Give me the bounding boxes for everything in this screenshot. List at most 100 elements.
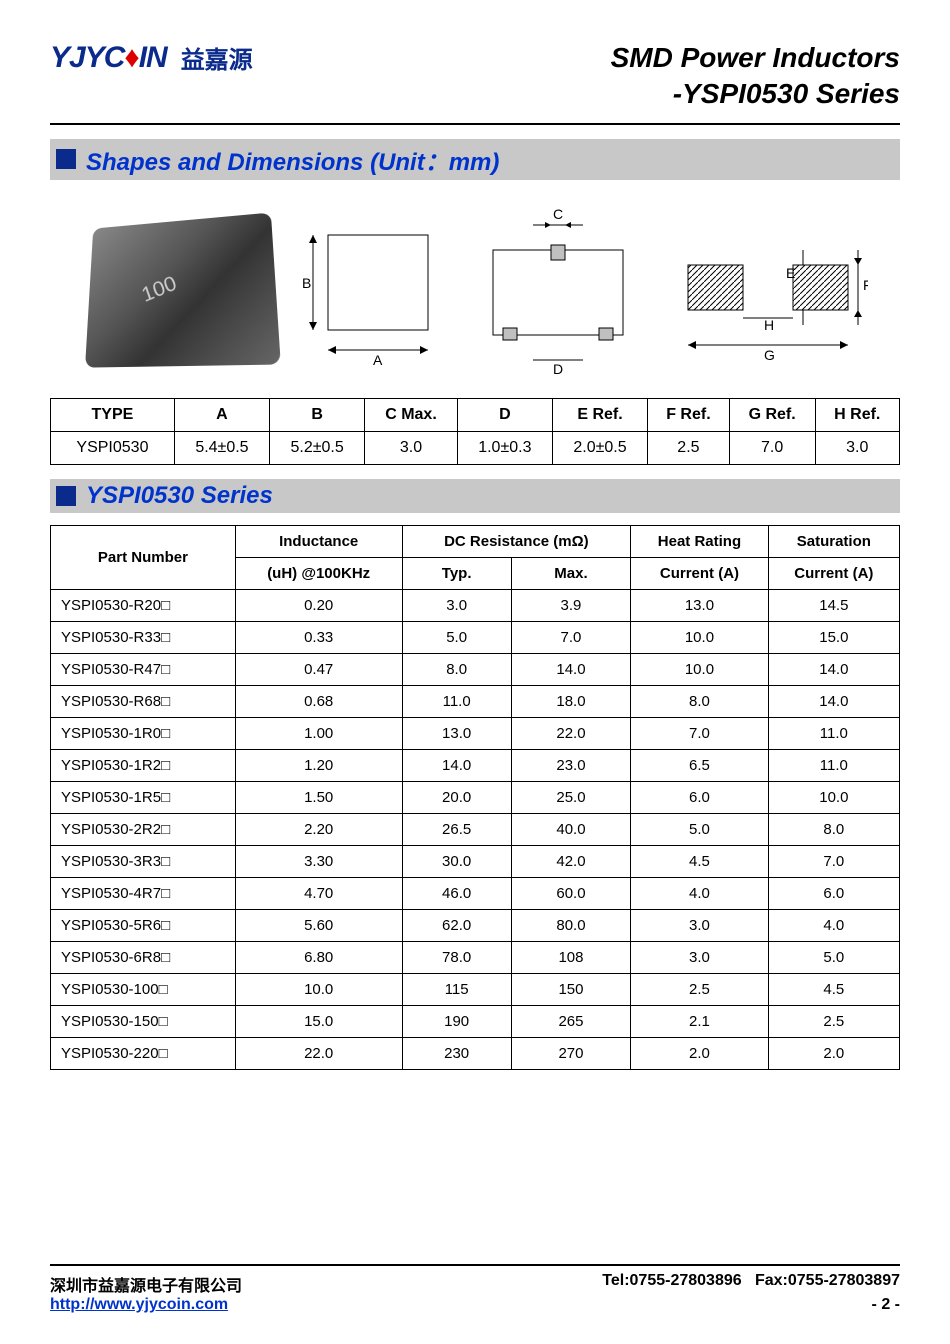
spec-cell: 8.0 (631, 685, 768, 717)
spec-row: YSPI0530-R68□0.6811.018.08.014.0 (51, 685, 900, 717)
dim-cell: 7.0 (729, 431, 815, 464)
col-heat: Heat Rating (631, 525, 768, 557)
spec-cell: 14.0 (768, 653, 899, 685)
dim-cell: 2.0±0.5 (552, 431, 647, 464)
spec-cell: 2.20 (235, 813, 402, 845)
col-dcr-max: Max. (511, 557, 630, 589)
footer-company: 深圳市益嘉源电子有限公司 (50, 1272, 242, 1296)
spec-cell: YSPI0530-1R0□ (51, 717, 236, 749)
spec-cell: 26.5 (402, 813, 511, 845)
section-bullet-icon (56, 486, 76, 506)
svg-text:H: H (764, 317, 774, 333)
section-series-header: YSPI0530 Series (50, 479, 900, 513)
spec-cell: 10.0 (631, 621, 768, 653)
diagram-side-cd: C D (473, 205, 643, 375)
spec-cell: 3.9 (511, 589, 630, 621)
spec-cell: 14.0 (402, 749, 511, 781)
spec-cell: 11.0 (402, 685, 511, 717)
spec-cell: 6.0 (768, 877, 899, 909)
spec-cell: YSPI0530-R33□ (51, 621, 236, 653)
spec-cell: YSPI0530-150□ (51, 1005, 236, 1037)
svg-text:F: F (863, 277, 868, 293)
dimensions-table: TYPEABC Max.DE Ref.F Ref.G Ref.H Ref. YS… (50, 398, 900, 465)
spec-cell: 150 (511, 973, 630, 1005)
spec-cell: 22.0 (511, 717, 630, 749)
col-sat-unit: Current (A) (768, 557, 899, 589)
spec-row: YSPI0530-100□10.01151502.54.5 (51, 973, 900, 1005)
spec-row: YSPI0530-5R6□5.6062.080.03.04.0 (51, 909, 900, 941)
col-inductance-unit: (uH) @100KHz (235, 557, 402, 589)
diagram-top-ab: B A (298, 210, 448, 370)
spec-row: YSPI0530-R20□0.203.03.913.014.5 (51, 589, 900, 621)
spec-cell: 115 (402, 973, 511, 1005)
col-heat-unit: Current (A) (631, 557, 768, 589)
spec-cell: YSPI0530-5R6□ (51, 909, 236, 941)
spec-row: YSPI0530-220□22.02302702.02.0 (51, 1037, 900, 1069)
spec-cell: 230 (402, 1037, 511, 1069)
specifications-table: Part Number Inductance DC Resistance (mΩ… (50, 525, 900, 1070)
spec-cell: 62.0 (402, 909, 511, 941)
spec-cell: 1.00 (235, 717, 402, 749)
dim-cell: 1.0±0.3 (457, 431, 552, 464)
page-number: - 2 - (872, 1296, 900, 1314)
section-series-title: YSPI0530 Series (86, 482, 273, 510)
spec-row: YSPI0530-1R2□1.2014.023.06.511.0 (51, 749, 900, 781)
spec-cell: 13.0 (402, 717, 511, 749)
title-line1: SMD Power Inductors (611, 40, 900, 76)
spec-cell: YSPI0530-4R7□ (51, 877, 236, 909)
spec-cell: 13.0 (631, 589, 768, 621)
spec-cell: 1.50 (235, 781, 402, 813)
dim-col: TYPE (51, 398, 175, 431)
spec-cell: YSPI0530-R20□ (51, 589, 236, 621)
col-sat: Saturation (768, 525, 899, 557)
spec-cell: YSPI0530-2R2□ (51, 813, 236, 845)
svg-text:C: C (553, 206, 563, 222)
spec-cell: 0.68 (235, 685, 402, 717)
svg-text:G: G (764, 347, 775, 363)
product-photo (84, 212, 280, 367)
spec-cell: 265 (511, 1005, 630, 1037)
dim-col: F Ref. (648, 398, 730, 431)
spec-cell: YSPI0530-1R5□ (51, 781, 236, 813)
spec-cell: 0.20 (235, 589, 402, 621)
spec-cell: 11.0 (768, 717, 899, 749)
spec-cell: 3.30 (235, 845, 402, 877)
spec-cell: 4.5 (768, 973, 899, 1005)
spec-cell: 6.80 (235, 941, 402, 973)
spec-row: YSPI0530-3R3□3.3030.042.04.57.0 (51, 845, 900, 877)
dim-col: D (457, 398, 552, 431)
spec-cell: 270 (511, 1037, 630, 1069)
section-shapes-header: Shapes and Dimensions (Unit：mm) (50, 139, 900, 180)
section-shapes-title: Shapes and Dimensions (Unit：mm) (86, 142, 499, 177)
spec-row: YSPI0530-6R8□6.8078.01083.05.0 (51, 941, 900, 973)
page-footer: 深圳市益嘉源电子有限公司 Tel:0755-27803896 Fax:0755-… (50, 1264, 900, 1314)
spec-cell: 30.0 (402, 845, 511, 877)
spec-cell: 7.0 (768, 845, 899, 877)
spec-cell: 78.0 (402, 941, 511, 973)
spec-cell: 4.5 (631, 845, 768, 877)
spec-row: YSPI0530-2R2□2.2026.540.05.08.0 (51, 813, 900, 845)
dim-cell: YSPI0530 (51, 431, 175, 464)
spec-cell: 40.0 (511, 813, 630, 845)
spec-cell: 60.0 (511, 877, 630, 909)
title-line2: -YSPI0530 Series (611, 76, 900, 112)
dim-col: B (270, 398, 365, 431)
spec-cell: 4.70 (235, 877, 402, 909)
spec-cell: YSPI0530-R47□ (51, 653, 236, 685)
spec-cell: 14.0 (768, 685, 899, 717)
col-dcr-typ: Typ. (402, 557, 511, 589)
spec-cell: 8.0 (768, 813, 899, 845)
spec-cell: 11.0 (768, 749, 899, 781)
dim-col: G Ref. (729, 398, 815, 431)
svg-text:B: B (302, 275, 311, 291)
footer-url-link[interactable]: http://www.yjycoin.com (50, 1296, 228, 1314)
dim-col: C Max. (365, 398, 458, 431)
dim-cell: 2.5 (648, 431, 730, 464)
spec-cell: 0.47 (235, 653, 402, 685)
spec-cell: 108 (511, 941, 630, 973)
spec-cell: 23.0 (511, 749, 630, 781)
spec-cell: 25.0 (511, 781, 630, 813)
page-header: YJYC♦IN 益嘉源 SMD Power Inductors -YSPI053… (50, 40, 900, 113)
spec-cell: 7.0 (631, 717, 768, 749)
spec-cell: 5.0 (768, 941, 899, 973)
